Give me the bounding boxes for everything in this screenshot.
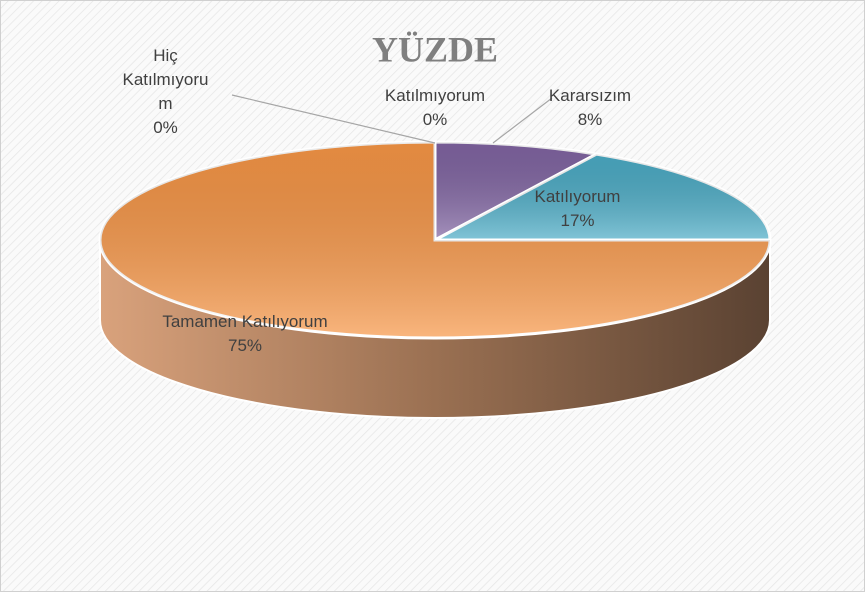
category-label: Katılmıyorum xyxy=(384,86,486,105)
slice-shade xyxy=(435,154,770,240)
leader-line xyxy=(231,94,436,144)
value-label: 17% xyxy=(560,211,595,230)
value-label: 0% xyxy=(153,118,178,137)
chart-title: YÜZDE xyxy=(372,29,498,69)
data-label: Katılıyorum 17% xyxy=(505,185,650,233)
leader-line xyxy=(492,97,553,144)
slice-shade xyxy=(435,142,597,240)
category-label: Katılıyorum xyxy=(534,187,621,206)
data-label: Katılmıyorum 0% xyxy=(360,84,510,132)
data-label: Tamamen Katılıyorum 75% xyxy=(160,310,330,358)
category-label: Hiç Katılmıyorum xyxy=(122,46,209,113)
slice-shade xyxy=(100,142,770,338)
category-label: Tamamen Katılıyorum xyxy=(162,312,328,331)
category-label: Kararsızım xyxy=(548,86,632,105)
value-label: 8% xyxy=(577,110,603,129)
value-label: 75% xyxy=(227,336,263,355)
data-label: Kararsızım 8% xyxy=(535,84,645,132)
value-label: 0% xyxy=(422,110,448,129)
data-label: Hiç Katılmıyorum 0% xyxy=(118,44,213,140)
